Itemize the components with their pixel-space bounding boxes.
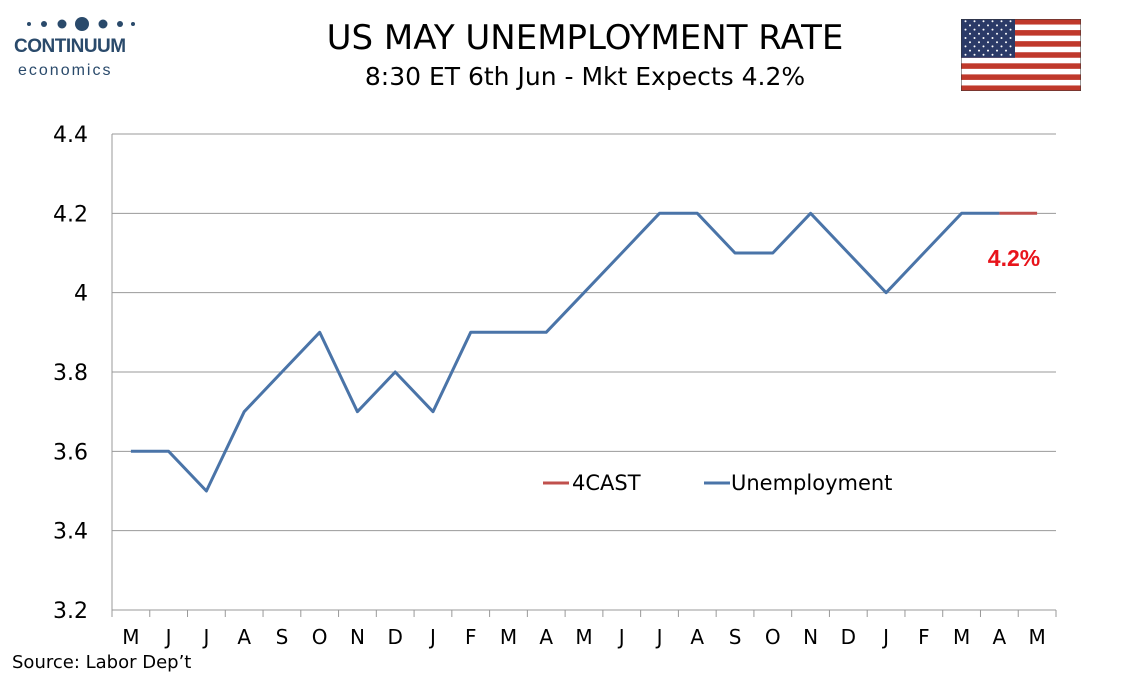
us-flag-icon: [961, 19, 1081, 91]
y-tick-label: 3.4: [53, 520, 88, 545]
x-tick-label: M: [1028, 625, 1045, 649]
logo-dots-icon: [27, 17, 135, 31]
x-tick-label: D: [387, 625, 402, 649]
x-tick-label: S: [276, 625, 289, 649]
x-tick-label: A: [690, 625, 704, 649]
x-tick-label: J: [655, 625, 663, 649]
legend-label: 4CAST: [572, 471, 641, 495]
x-tick-label: N: [350, 625, 365, 649]
x-tick-label: O: [765, 625, 781, 649]
x-tick-label: M: [500, 625, 517, 649]
legend-label: Unemployment: [731, 471, 892, 495]
x-tick-label: J: [881, 625, 889, 649]
y-tick-label: 3.6: [53, 440, 88, 465]
y-tick-label: 3.8: [53, 361, 88, 386]
series-line-unemployment: [130, 211, 1000, 493]
x-tick-label: S: [729, 625, 742, 649]
x-tick-label: F: [465, 625, 477, 649]
y-tick-label: 4.2: [53, 202, 88, 227]
forecast-annotation: 4.2%: [988, 245, 1040, 271]
x-tick-label: J: [428, 625, 436, 649]
y-tick-label: 4.4: [53, 123, 88, 148]
x-tick-label: D: [841, 625, 856, 649]
continuum-logo: CONTINUUM economics: [10, 12, 140, 79]
x-tick-label: M: [575, 625, 592, 649]
x-tick-label: J: [617, 625, 625, 649]
x-tick-label: J: [164, 625, 172, 649]
x-tick-label: M: [953, 625, 970, 649]
logo-subtitle: economics: [18, 62, 113, 79]
x-tick-label: F: [918, 625, 930, 649]
y-tick-label: 4: [74, 282, 88, 307]
x-tick-label: J: [201, 625, 209, 649]
y-tick-label: 3.2: [53, 599, 88, 624]
chart-subtitle: 8:30 ET 6th Jun - Mkt Expects 4.2%: [364, 62, 806, 91]
x-tick-label: O: [312, 625, 328, 649]
x-tick-label: A: [993, 625, 1007, 649]
chart-title: US MAY UNEMPLOYMENT RATE: [326, 18, 844, 58]
logo-name: CONTINUUM: [14, 36, 126, 57]
x-tick-label: A: [237, 625, 251, 649]
x-tick-label: M: [122, 625, 139, 649]
x-tick-label: A: [539, 625, 553, 649]
source-note: Source: Labor Dep’t: [12, 652, 192, 673]
x-tick-label: N: [803, 625, 818, 649]
